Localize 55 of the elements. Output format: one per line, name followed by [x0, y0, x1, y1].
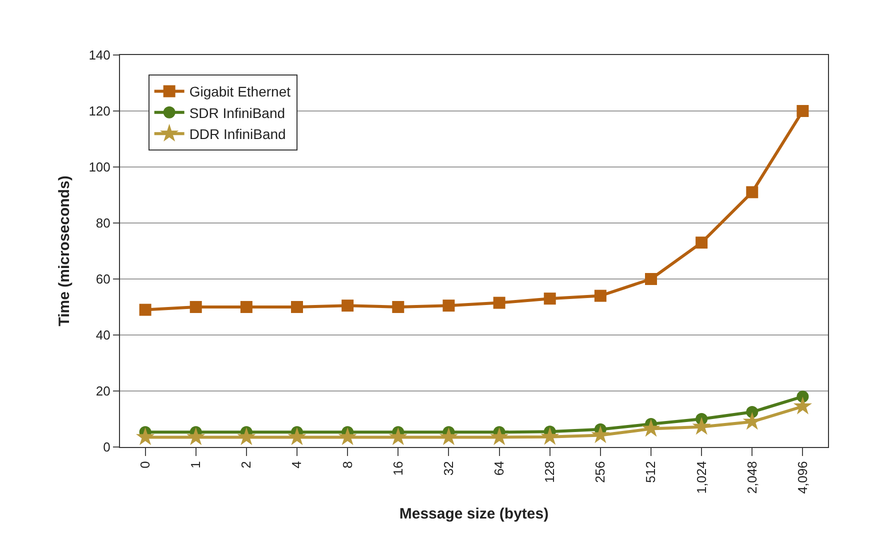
point	[136, 427, 155, 446]
point	[544, 292, 556, 305]
point	[237, 427, 256, 446]
point	[442, 300, 455, 312]
point	[388, 427, 408, 446]
x-axis-title: Message size (bytes)	[399, 506, 549, 523]
point	[696, 236, 708, 249]
x-tick-label: 128	[542, 461, 558, 483]
point	[139, 304, 152, 316]
x-tick-label: 512	[643, 461, 658, 483]
legend-label: DDR InfiniBand	[189, 126, 286, 142]
y-tick-label: 100	[88, 160, 110, 175]
point	[490, 427, 509, 446]
x-tick-label: 2,048	[744, 461, 760, 494]
x-tick-label: 8	[340, 461, 355, 468]
point	[240, 301, 252, 313]
x-tick-label: 64	[492, 461, 507, 476]
x-tick-label: 4,096	[794, 461, 810, 494]
y-axis-title: Time (microseconds)	[56, 176, 73, 326]
x-tick-label: 2	[238, 461, 254, 468]
y-tick-label: 120	[88, 104, 110, 119]
point	[594, 290, 606, 302]
point	[591, 425, 610, 444]
x-tick-label: 32	[440, 461, 456, 476]
point	[493, 296, 506, 309]
point	[645, 273, 657, 285]
y-tick-label: 40	[96, 328, 110, 343]
point	[342, 300, 354, 312]
legend-label: SDR InfiniBand	[189, 104, 286, 121]
x-tick-label: 16	[390, 461, 406, 476]
point	[392, 301, 404, 313]
x-tick-label: 4	[289, 461, 304, 468]
point	[288, 427, 306, 446]
y-tick-label: 20	[96, 384, 110, 399]
x-tick-label: 256	[592, 461, 608, 483]
point	[190, 301, 202, 313]
point	[796, 105, 809, 117]
point	[793, 396, 812, 414]
point	[692, 417, 711, 435]
legend-label: Gigabit Ethernet	[189, 84, 291, 100]
x-tick-label: 1,024	[694, 461, 709, 494]
point	[338, 427, 357, 446]
x-tick-label: 1	[188, 461, 204, 468]
point	[796, 390, 809, 403]
point	[746, 186, 758, 198]
y-tick-label: 60	[96, 272, 110, 287]
y-tick-label: 0	[103, 440, 110, 455]
y-tick-label: 140	[88, 48, 110, 63]
x-tick-label: 0	[138, 461, 153, 468]
point	[186, 427, 206, 446]
point	[642, 419, 660, 437]
point	[540, 427, 560, 445]
y-tick-label: 80	[96, 216, 110, 231]
point	[291, 301, 303, 313]
point	[439, 427, 458, 446]
